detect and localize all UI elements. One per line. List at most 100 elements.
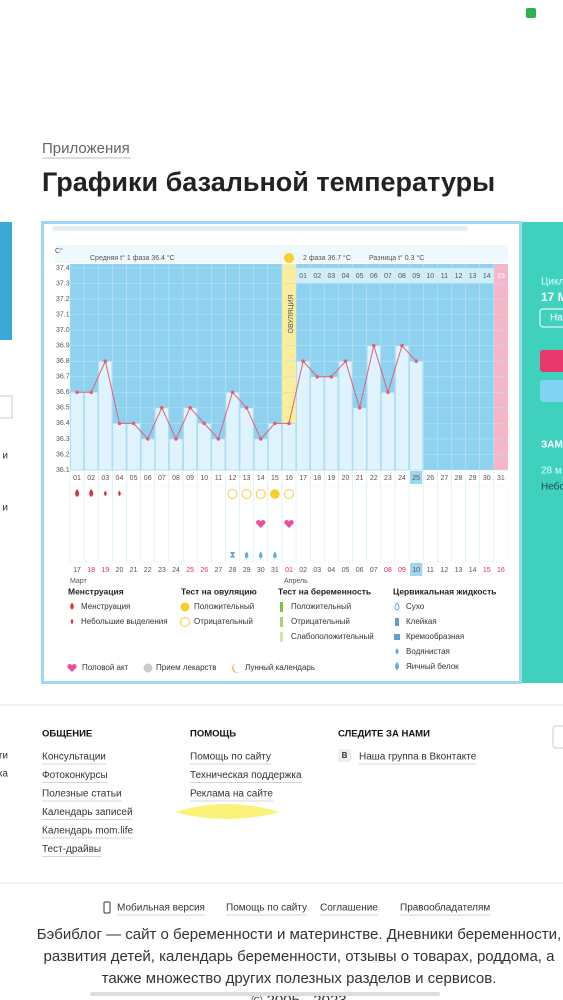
x-tick-label: 20	[342, 475, 350, 482]
temperature-bar	[98, 360, 113, 471]
footer-link[interactable]: Помощь по сайту	[190, 752, 271, 763]
footer-link[interactable]: Консультации	[42, 752, 106, 763]
temperature-bar	[211, 438, 226, 471]
temperature-bar	[225, 392, 240, 471]
temperature-bar	[70, 392, 84, 471]
ovulation-test-negative	[241, 489, 252, 499]
right-plus[interactable]	[540, 380, 563, 402]
x-tick-label: 04	[116, 475, 124, 482]
side-fragment: Цикл	[541, 277, 563, 288]
footer-bottom-link[interactable]: Мобильная версия	[117, 902, 205, 914]
footer-link[interactable]: Реклама на сайте	[190, 789, 273, 800]
x-tick-label: 01	[73, 475, 81, 482]
temperature-bar	[324, 376, 339, 471]
about-text: развития детей, календарь беременности, …	[44, 948, 556, 965]
right-badge[interactable]	[540, 350, 563, 372]
temperature-dot	[357, 406, 362, 410]
footer-link[interactable]: Календарь записей	[42, 807, 133, 818]
y-tick-label: 37.0	[56, 327, 70, 334]
marks-area	[69, 485, 509, 563]
phase-day-label: 11	[441, 273, 448, 280]
date-label: 26	[200, 567, 208, 574]
legend-item: Положительный	[291, 602, 351, 611]
phase-day-label: 03	[327, 273, 335, 280]
ovulation-label: ОВУЛЯЦИЯ	[288, 294, 295, 333]
today-column	[493, 264, 508, 470]
y-tick-label: 36.1	[56, 467, 70, 474]
temperature-dot	[329, 374, 334, 379]
y-tick-label: 37.3	[56, 280, 70, 287]
x-tick-label: 15	[271, 475, 279, 482]
phase2-text: 2 фаза 36.7 °C	[303, 254, 351, 262]
page-title: Графики базальной температуры	[42, 167, 495, 197]
x-tick-label: 27	[441, 475, 449, 482]
legend-icon	[280, 602, 283, 612]
month-label: Март	[70, 578, 88, 585]
scrollbar[interactable]	[52, 226, 468, 231]
temperature-bar	[352, 407, 367, 471]
footer-bottom-link[interactable]: Правообладателям	[400, 902, 490, 914]
legend-item: Кремообразная	[406, 632, 464, 641]
y-tick-label: 36.7	[56, 374, 70, 381]
temperature-bar	[268, 423, 282, 471]
date-label: 10	[412, 567, 420, 574]
menstruation-icon	[89, 489, 94, 497]
phase-day-label: 02	[313, 273, 321, 280]
footer-link[interactable]: Календарь mom.life	[42, 826, 133, 837]
menstruation-icon	[75, 489, 80, 497]
temperature-dot	[160, 406, 164, 410]
cervical-egg-white	[273, 551, 277, 559]
heart	[256, 520, 266, 528]
date-label: 31	[271, 567, 279, 574]
y-tick-label: 36.9	[56, 343, 70, 350]
footer-link[interactable]: Наша группа в Вконтакте	[359, 752, 477, 763]
temperature-bar	[282, 423, 296, 471]
date-label: 28	[229, 567, 237, 574]
legend-icon	[394, 634, 400, 640]
phase-day-label: 01	[299, 273, 307, 280]
side-fragment: ЗАМ	[541, 440, 563, 451]
x-tick-label: 03	[101, 475, 109, 482]
legend-item: Положительный	[194, 602, 254, 611]
right-button[interactable]	[539, 308, 563, 328]
temperature-dot	[315, 374, 320, 379]
status-icon	[526, 8, 536, 18]
date-label: 21	[130, 567, 138, 574]
left-input[interactable]	[0, 395, 13, 419]
temperature-dot	[371, 343, 376, 348]
x-tick-label: 23	[384, 475, 392, 482]
legend-icon	[394, 602, 400, 611]
date-label: 14	[469, 567, 477, 574]
footer-link[interactable]: Техническая поддержка	[190, 770, 302, 781]
selected-day	[410, 563, 423, 576]
x-tick-label: 09	[186, 475, 194, 482]
cervical-egg-white	[244, 551, 249, 559]
x-tick-label: 22	[370, 475, 378, 482]
breadcrumb[interactable]: Приложения	[42, 140, 130, 157]
footer-link[interactable]: Полезные статьи	[42, 789, 122, 800]
date-label: 12	[441, 567, 449, 574]
y-tick-label: 36.2	[56, 451, 70, 458]
footer-bottom-link[interactable]: Помощь по сайту	[226, 903, 307, 914]
x-tick-label: 14	[257, 475, 265, 482]
x-tick-label: 18	[313, 475, 321, 482]
y-tick-label: 36.6	[56, 389, 70, 396]
y-tick-label: 37.4	[56, 265, 70, 272]
footer-input[interactable]	[552, 725, 563, 749]
temperature-bar	[140, 438, 155, 471]
legend-item: Небольшие выделения	[81, 617, 168, 626]
legend-item: Менструация	[81, 602, 130, 611]
phase-day-label: 15	[497, 273, 505, 280]
temperature-dot	[75, 390, 79, 395]
footer-link[interactable]: Тест-драйвы	[42, 844, 101, 855]
side-fragment: 17 М	[541, 290, 563, 304]
x-tick-label: 24	[398, 475, 406, 482]
about-text: Бэбиблог — сайт о беременности и материн…	[37, 926, 561, 943]
date-label: 09	[398, 567, 406, 574]
footer-link[interactable]: Фотоконкурсы	[42, 770, 108, 781]
legend-item: Лунный календарь	[245, 663, 315, 672]
phase-header	[55, 245, 508, 263]
footer-bottom-link[interactable]: Соглашение	[320, 903, 378, 914]
